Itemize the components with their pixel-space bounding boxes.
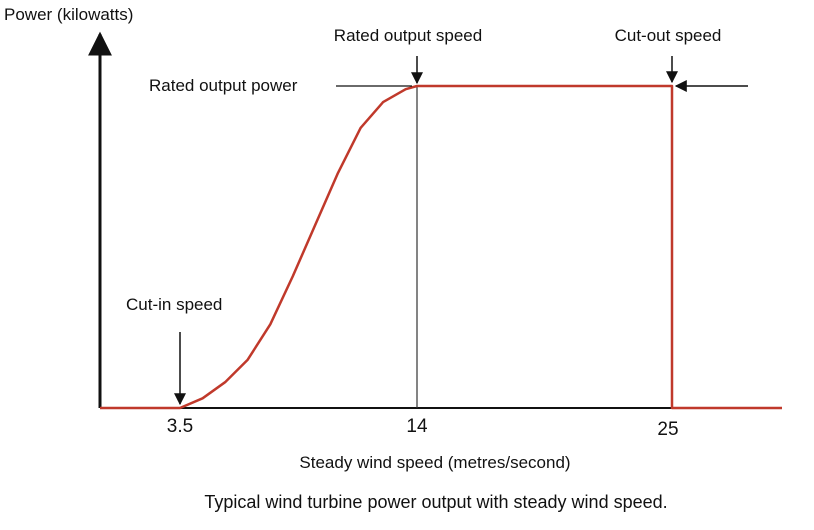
power-curve-line bbox=[100, 84, 782, 410]
rated-output-power-label: Rated output power bbox=[149, 76, 298, 95]
rated-output-speed-label: Rated output speed bbox=[334, 26, 482, 45]
x-axis-label: Steady wind speed (metres/second) bbox=[299, 453, 570, 472]
x-tick-label-25: 25 bbox=[657, 419, 678, 440]
cut-in-speed-label: Cut-in speed bbox=[126, 295, 222, 314]
cut-out-speed-label: Cut-out speed bbox=[615, 26, 722, 45]
x-tick-label-14: 14 bbox=[406, 416, 428, 437]
y-axis-label: Power (kilowatts) bbox=[4, 5, 133, 24]
figure-caption: Typical wind turbine power output with s… bbox=[204, 492, 667, 512]
x-tick-label-3.5: 3.5 bbox=[167, 416, 193, 437]
